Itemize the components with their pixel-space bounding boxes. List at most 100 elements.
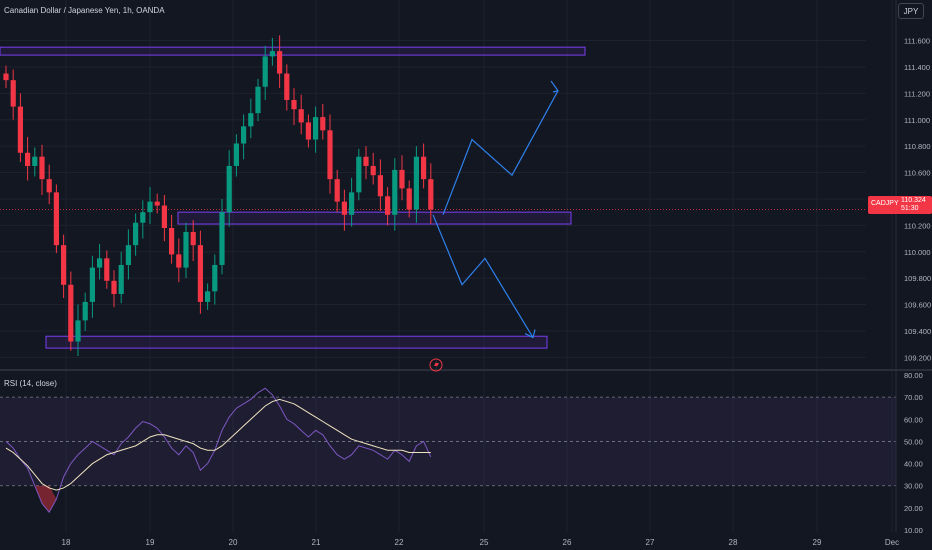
price-badge: CADJPY 110.324 51:30 xyxy=(868,196,932,214)
projection-up-arrowhead xyxy=(550,80,560,93)
candle-body xyxy=(133,222,139,246)
candle-body xyxy=(248,113,254,127)
price-badge-countdown: 51:30 xyxy=(901,205,919,212)
candle-body xyxy=(154,201,160,206)
x-tick-label: 27 xyxy=(646,538,655,547)
y-tick-label: 109.400 xyxy=(904,327,931,336)
rsi-y-tick-label: 20.00 xyxy=(904,504,923,513)
candle-body xyxy=(39,156,45,180)
middle-zone xyxy=(177,211,572,225)
x-tick-label: 28 xyxy=(729,538,738,547)
candle-body xyxy=(298,109,304,123)
x-tick-label: 29 xyxy=(813,538,822,547)
candle-body xyxy=(68,284,74,342)
candle-body xyxy=(140,212,146,223)
candle-body xyxy=(3,73,9,81)
candle-body xyxy=(104,258,110,281)
candles xyxy=(3,35,434,357)
x-tick-label: 25 xyxy=(480,538,489,547)
candle-body xyxy=(356,156,362,193)
y-tick-label: 111.000 xyxy=(904,116,930,125)
candle-body xyxy=(82,301,88,321)
rsi-line xyxy=(5,387,432,514)
candle-body xyxy=(291,99,297,110)
candle-body xyxy=(219,212,225,265)
candle-body xyxy=(25,152,31,166)
rsi-y-tick-label: 80.00 xyxy=(904,371,923,380)
currency-button[interactable]: JPY xyxy=(898,3,924,19)
candle-body xyxy=(385,196,391,215)
rsi-y-tick-label: 70.00 xyxy=(904,393,923,402)
candle-body xyxy=(10,80,16,107)
y-tick-label: 109.200 xyxy=(904,353,931,362)
projections xyxy=(432,80,560,339)
candle-body xyxy=(183,231,189,268)
x-tick-label: Dec xyxy=(885,538,899,547)
support-zone xyxy=(45,335,548,349)
candle-body xyxy=(284,73,290,100)
y-tick-label: 111.600 xyxy=(904,37,930,46)
candle-body xyxy=(169,228,175,255)
candle-body xyxy=(392,169,398,215)
grid xyxy=(0,0,893,532)
candle-body xyxy=(212,264,218,292)
rsi-panel: 80.00 70.00 60.00 50.00 40.00 30.00 20.00 10.00 xyxy=(0,371,923,535)
candle-body xyxy=(226,165,232,213)
candle-body xyxy=(313,117,319,140)
candle-body xyxy=(197,245,203,302)
rsi-y-tick-label: 40.00 xyxy=(904,460,923,469)
x-tick-label: 22 xyxy=(395,538,404,547)
candle-body xyxy=(241,126,247,144)
candle-body xyxy=(89,267,95,302)
x-tick-label: 21 xyxy=(312,538,321,547)
x-tick-label: 18 xyxy=(62,538,71,547)
candle-body xyxy=(111,280,117,294)
candle-body xyxy=(32,156,38,166)
candle-body xyxy=(17,106,23,153)
candle-body xyxy=(334,179,340,202)
rsi-y-tick-label: 60.00 xyxy=(904,415,923,424)
price-badge-symbol: CADJPY xyxy=(871,200,899,207)
projection-down-arrow xyxy=(432,214,534,338)
price-badge-value: 110.324 xyxy=(901,197,926,204)
y-tick-label: 110.800 xyxy=(904,142,931,151)
rsi-y-tick-label: 30.00 xyxy=(904,482,923,491)
x-tick-label: 26 xyxy=(563,538,572,547)
candle-body xyxy=(75,320,81,342)
candle-body xyxy=(53,192,59,246)
candle-body xyxy=(428,179,434,210)
resistance-zone xyxy=(0,46,586,56)
candle-body xyxy=(46,179,52,193)
candle-body xyxy=(377,175,383,197)
candle-body xyxy=(61,245,67,285)
candle-body xyxy=(406,188,412,210)
candle-body xyxy=(147,201,153,213)
candle-body xyxy=(255,86,261,114)
lightning-icon-bolt xyxy=(434,360,439,370)
candle-body xyxy=(161,205,167,228)
candle-body xyxy=(349,192,355,215)
candle-body xyxy=(125,245,131,265)
candle-body xyxy=(118,264,124,294)
candle-body xyxy=(370,165,376,176)
x-tick-label: 20 xyxy=(229,538,238,547)
candle-body xyxy=(262,56,268,87)
lightning-icon-ring xyxy=(429,358,443,372)
rsi-y-tick-label: 50.00 xyxy=(904,437,923,446)
candle-body xyxy=(363,156,369,166)
y-tick-label: 111.400 xyxy=(904,63,930,72)
candle-body xyxy=(277,51,283,74)
rsi-label: RSI (14, close) xyxy=(4,379,57,388)
y-tick-label: 110.000 xyxy=(904,248,931,257)
candle-body xyxy=(413,156,419,210)
x-tick-label: 19 xyxy=(146,538,155,547)
candle-body xyxy=(399,169,405,189)
chart-title: Canadian Dollar / Japanese Yen, 1h, OAND… xyxy=(4,6,165,15)
candle-body xyxy=(190,231,196,246)
candle-body xyxy=(205,291,211,302)
candle-body xyxy=(305,122,311,140)
candle-body xyxy=(97,258,103,268)
candle-body xyxy=(176,254,182,268)
lightning-icon xyxy=(429,358,443,372)
